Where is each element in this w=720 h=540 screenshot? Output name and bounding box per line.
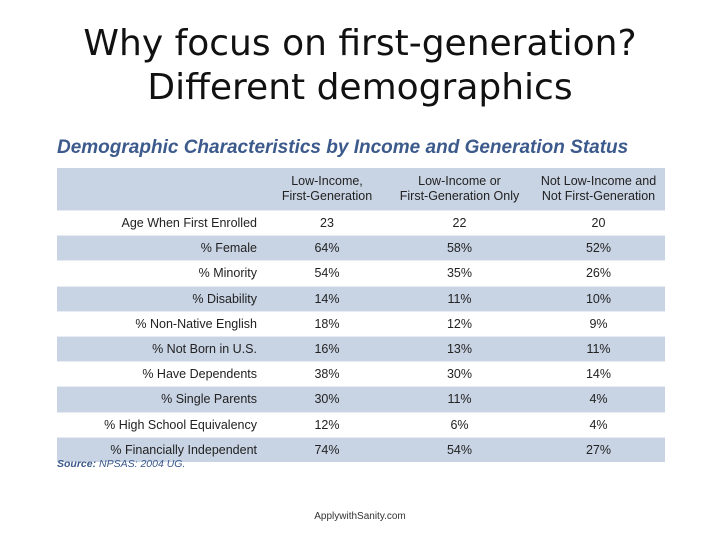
table-cell-value: 26% xyxy=(532,260,665,287)
table-cell-value: 9% xyxy=(532,310,665,337)
table-row: % Single Parents 30% 11% 4% xyxy=(57,386,665,412)
table-cell-value: 52% xyxy=(532,235,665,261)
table-cell-value: 22 xyxy=(387,209,532,236)
table-cell-value: 6% xyxy=(387,411,532,438)
slide-title-line-2: Different demographics xyxy=(147,67,573,108)
table-cell-value: 14% xyxy=(532,361,665,387)
source-note: Source: NPSAS: 2004 UG. xyxy=(57,458,185,470)
table-cell-value: 58% xyxy=(387,235,532,261)
column-header-low-income-first-gen: Low-Income, First-Generation xyxy=(267,168,387,211)
row-label: % Financially Independent xyxy=(57,436,267,462)
table-cell-value: 54% xyxy=(267,260,387,287)
table-row: % Not Born in U.S. 16% 13% 11% xyxy=(57,335,665,362)
table-cell-value: 11% xyxy=(387,386,532,412)
column-header-line: First-Generation Only xyxy=(399,189,520,203)
table-cell-value: 30% xyxy=(267,386,387,412)
row-label: % Female xyxy=(57,235,267,261)
column-header-line: Not Low-Income and xyxy=(540,174,657,188)
table-cell-value: 27% xyxy=(532,436,665,462)
table-cell-value: 18% xyxy=(267,310,387,337)
table-cell-value: 30% xyxy=(387,361,532,387)
column-header-not-low-income: Not Low-Income and Not First-Generation xyxy=(532,168,665,211)
table-row: % Disability 14% 11% 10% xyxy=(57,285,665,312)
demographics-table: Low-Income, First-Generation Low-Income … xyxy=(57,168,665,462)
table-row: % Have Dependents 38% 30% 14% xyxy=(57,361,665,387)
table-row: % Non-Native English 18% 12% 9% xyxy=(57,310,665,337)
row-label: % High School Equivalency xyxy=(57,411,267,438)
table-cell-value: 74% xyxy=(267,436,387,462)
table-cell-value: 12% xyxy=(387,310,532,337)
row-label: % Single Parents xyxy=(57,386,267,412)
column-header-line: Low-Income or xyxy=(418,174,501,188)
table-row: % High School Equivalency 12% 6% 4% xyxy=(57,411,665,438)
column-header-low-income-or-first-gen: Low-Income or First-Generation Only xyxy=(387,168,532,211)
table-cell-value: 54% xyxy=(387,436,532,462)
table-cell-value: 16% xyxy=(267,335,387,362)
column-header-line: Not First-Generation xyxy=(541,189,656,203)
table-cell-value: 13% xyxy=(387,335,532,362)
table-cell-value: 4% xyxy=(532,386,665,412)
table-cell-value: 38% xyxy=(267,361,387,387)
column-header-line: First-Generation xyxy=(281,189,373,203)
table-cell-value: 11% xyxy=(387,285,532,312)
table-cell-value: 14% xyxy=(267,285,387,312)
source-text: NPSAS: 2004 UG. xyxy=(99,458,186,470)
slide-title-line-1: Why focus on first-generation? xyxy=(83,23,637,64)
row-label: % Not Born in U.S. xyxy=(57,335,267,362)
table-row: % Minority 54% 35% 26% xyxy=(57,260,665,287)
slide-title: Why focus on first-generation? Different… xyxy=(0,22,720,110)
table-cell-value: 4% xyxy=(532,411,665,438)
row-label: % Have Dependents xyxy=(57,361,267,387)
row-label: % Non-Native English xyxy=(57,310,267,337)
footer-credit: ApplywithSanity.com xyxy=(314,511,406,522)
header-corner-cell xyxy=(57,168,267,211)
row-label: Age When First Enrolled xyxy=(57,209,267,236)
table-header-row: Low-Income, First-Generation Low-Income … xyxy=(57,168,665,211)
table-cell-value: 23 xyxy=(267,209,387,236)
table-row: % Female 64% 58% 52% xyxy=(57,235,665,261)
table-row: Age When First Enrolled 23 22 20 xyxy=(57,209,665,236)
column-header-line: Low-Income, xyxy=(291,174,363,188)
table-row: % Financially Independent 74% 54% 27% xyxy=(57,436,665,462)
table-cell-value: 20 xyxy=(532,209,665,236)
table-title: Demographic Characteristics by Income an… xyxy=(57,137,629,158)
row-label: % Minority xyxy=(57,260,267,287)
source-label: Source: xyxy=(57,458,97,470)
row-label: % Disability xyxy=(57,285,267,312)
table-cell-value: 12% xyxy=(267,411,387,438)
table-cell-value: 11% xyxy=(532,335,665,362)
table-cell-value: 10% xyxy=(532,285,665,312)
table-body: Age When First Enrolled 23 22 20% Female 64%… xyxy=(57,209,665,462)
table-cell-value: 64% xyxy=(267,235,387,261)
table-cell-value: 35% xyxy=(387,260,532,287)
